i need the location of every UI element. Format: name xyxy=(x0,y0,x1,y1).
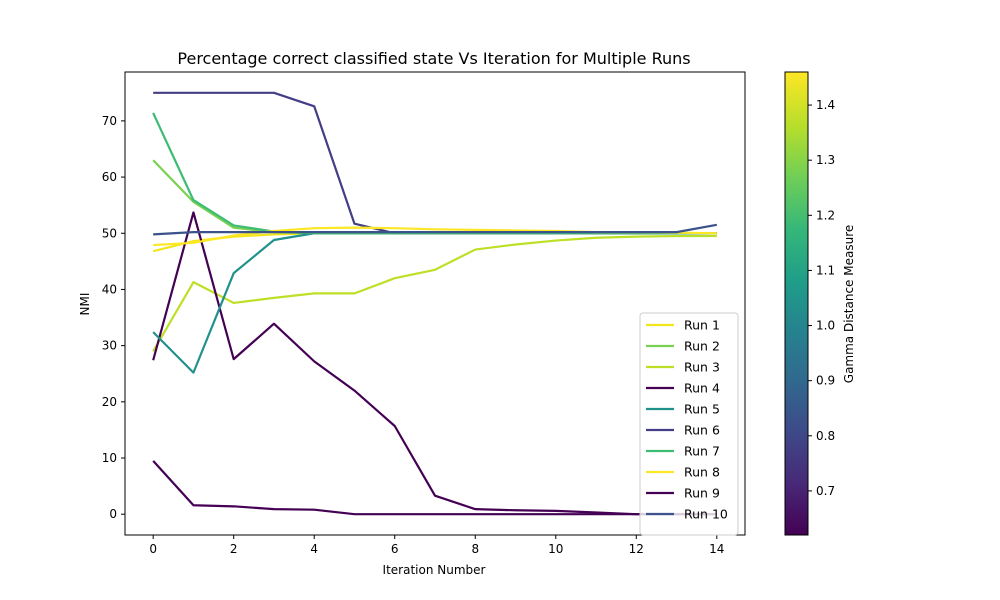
legend-label-run-6: Run 6 xyxy=(684,423,720,438)
legend-label-run-9: Run 9 xyxy=(684,486,720,501)
x-axis-title: Iteration Number xyxy=(383,563,486,577)
colorbar-tick-label: 1.0 xyxy=(816,319,835,333)
colorbar-tick-label: 1.1 xyxy=(816,263,835,277)
axes-layer: 0 2 4 6 8 10 12 14 0 10 20 30 40 50 60 70 xyxy=(102,71,746,556)
x-tick-label: 6 xyxy=(391,542,399,556)
legend-box xyxy=(639,312,739,536)
legend-label-run-1: Run 1 xyxy=(684,318,720,333)
legend-label-run-3: Run 3 xyxy=(684,360,720,375)
colorbar: 0.7 0.8 0.9 1.0 1.1 1.2 1.3 1.4 xyxy=(784,71,835,536)
series-layer xyxy=(152,91,718,516)
y-tick-label: 50 xyxy=(102,226,117,240)
colorbar-tick-label: 1.2 xyxy=(816,208,835,222)
x-tick-label: 8 xyxy=(471,542,479,556)
series-line-run-4 xyxy=(152,211,717,516)
series-line-run-3 xyxy=(152,234,717,352)
legend-label-run-4: Run 4 xyxy=(684,381,720,396)
x-tick-label: 2 xyxy=(230,542,238,556)
y-tick-label: 70 xyxy=(102,114,117,128)
colorbar-tick-label: 0.8 xyxy=(816,429,835,443)
colorbar-tick-label: 0.7 xyxy=(816,484,835,498)
y-tick-label: 0 xyxy=(109,507,117,521)
chart-title: Percentage correct classified state Vs I… xyxy=(177,49,690,68)
y-axis-title: NMI xyxy=(78,293,92,316)
colorbar-gradient xyxy=(784,71,809,536)
x-tick-label: 0 xyxy=(149,542,157,556)
plot-area-frame xyxy=(124,71,746,536)
series-line-run-10 xyxy=(153,223,718,236)
x-tick-label: 10 xyxy=(548,542,563,556)
legend-label-run-8: Run 8 xyxy=(684,465,720,480)
y-tick-label: 10 xyxy=(102,451,117,465)
legend-label-run-5: Run 5 xyxy=(684,402,720,417)
x-tick-label: 12 xyxy=(629,542,644,556)
x-tick-label: 14 xyxy=(709,542,724,556)
legend-label-run-7: Run 7 xyxy=(684,444,720,459)
legend-label-run-10: Run 10 xyxy=(684,507,728,522)
colorbar-tick-label: 1.4 xyxy=(816,98,835,112)
y-tick-label: 60 xyxy=(102,170,117,184)
series-line-run-9 xyxy=(152,460,717,516)
x-tick-label: 4 xyxy=(310,542,318,556)
legend: Run 1 Run 2 Run 3 Run 4 Run 5 Run 6 Run 7 Run 8… xyxy=(639,312,739,536)
series-line-run-2 xyxy=(152,159,717,235)
y-tick-label: 40 xyxy=(102,282,117,296)
series-line-run-7 xyxy=(152,112,717,235)
colorbar-tick-label: 1.3 xyxy=(816,153,835,167)
legend-label-run-2: Run 2 xyxy=(684,339,720,354)
colorbar-label: Gamma Distance Measure xyxy=(842,225,856,383)
y-tick-label: 30 xyxy=(102,339,117,353)
series-line-run-6 xyxy=(153,91,717,235)
y-tick-label: 20 xyxy=(102,395,117,409)
colorbar-tick-label: 0.9 xyxy=(816,374,835,388)
